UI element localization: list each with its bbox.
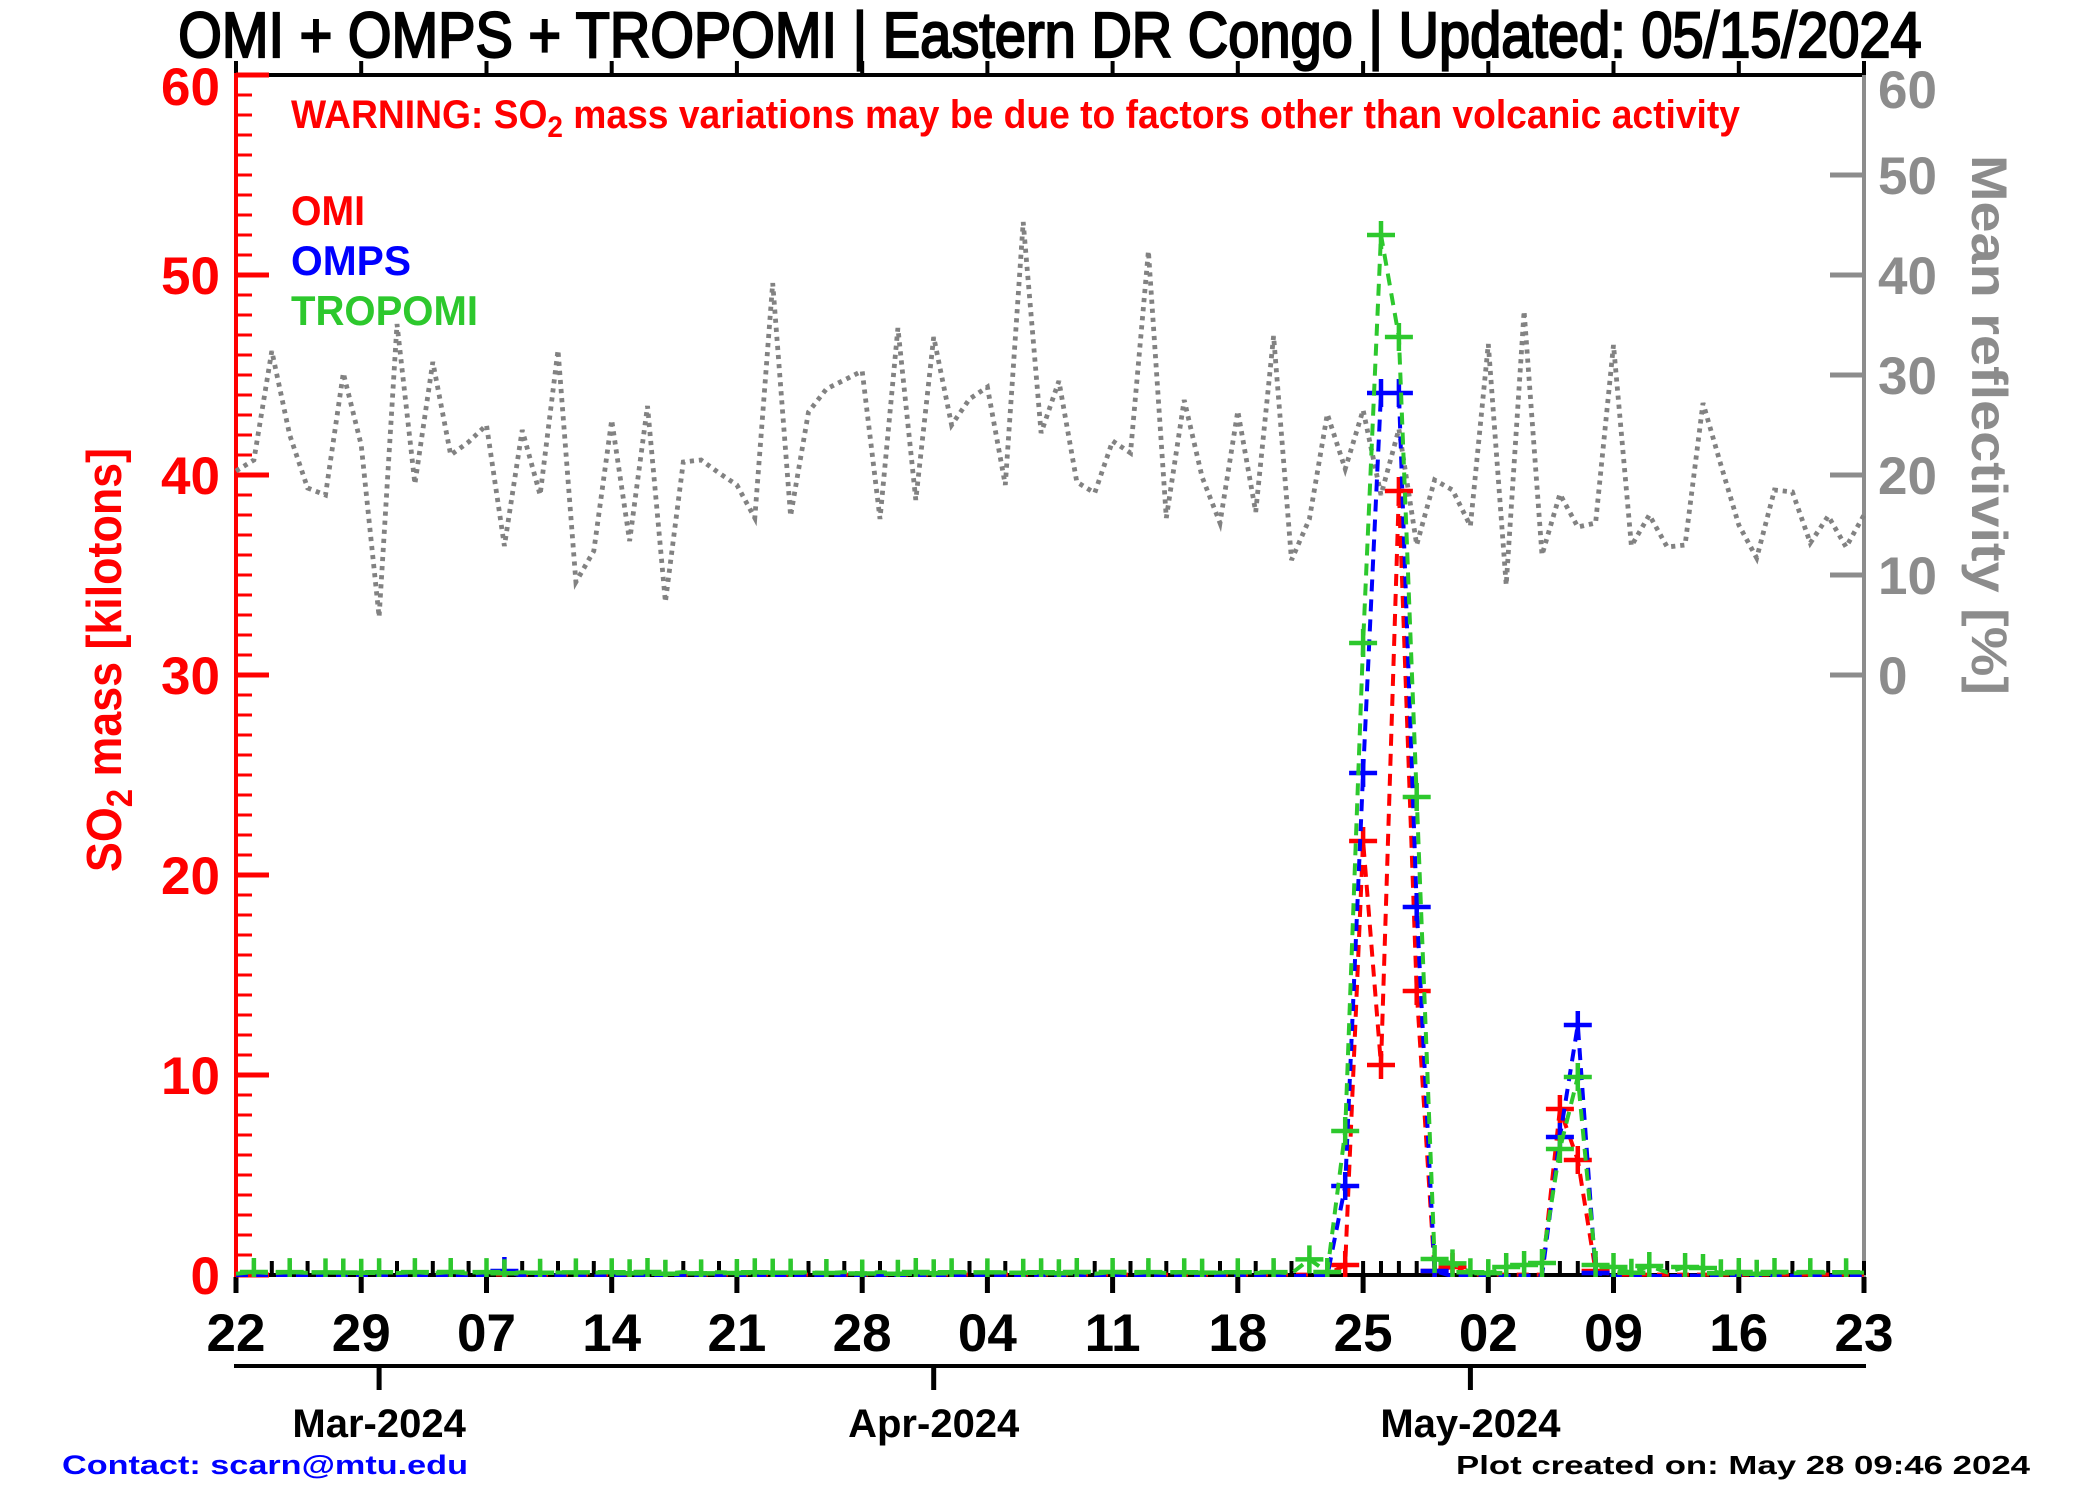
svg-text:07: 07	[457, 1304, 516, 1363]
svg-text:40: 40	[1878, 247, 1937, 306]
svg-text:10: 10	[1878, 547, 1937, 606]
svg-text:Mar-2024: Mar-2024	[292, 1402, 466, 1446]
svg-text:40: 40	[161, 447, 220, 506]
svg-text:04: 04	[958, 1304, 1017, 1363]
svg-text:60: 60	[1878, 61, 1937, 120]
svg-text:May-2024: May-2024	[1380, 1402, 1561, 1446]
svg-text:30: 30	[161, 647, 220, 706]
svg-text:Contact: scarn@mtu.edu: Contact: scarn@mtu.edu	[62, 1450, 468, 1480]
svg-text:21: 21	[707, 1304, 766, 1363]
svg-text:14: 14	[582, 1304, 641, 1363]
svg-text:16: 16	[1709, 1304, 1768, 1363]
svg-text:20: 20	[161, 847, 220, 906]
svg-text:Plot created on: May 28 09:46: Plot created on: May 28 09:46 2024	[1456, 1450, 2031, 1480]
svg-text:TROPOMI: TROPOMI	[291, 287, 478, 334]
svg-text:10: 10	[161, 1047, 220, 1106]
svg-text:23: 23	[1835, 1304, 1894, 1363]
svg-text:0: 0	[191, 1247, 220, 1306]
svg-text:OMPS: OMPS	[291, 237, 411, 284]
svg-text:60: 60	[161, 58, 220, 117]
svg-text:02: 02	[1459, 1304, 1518, 1363]
svg-text:22: 22	[207, 1304, 266, 1363]
svg-text:18: 18	[1208, 1304, 1267, 1363]
svg-text:50: 50	[1878, 147, 1937, 206]
svg-text:50: 50	[161, 247, 220, 306]
svg-text:0: 0	[1878, 647, 1907, 706]
svg-text:11: 11	[1085, 1304, 1141, 1363]
svg-text:WARNING: SO2 mass variations m: WARNING: SO2 mass variations may be due …	[291, 93, 1741, 144]
svg-text:30: 30	[1878, 347, 1937, 406]
svg-text:OMI: OMI	[291, 187, 365, 234]
svg-text:Mean reflectivity [%]: Mean reflectivity [%]	[1961, 155, 2017, 695]
svg-text:OMI + OMPS + TROPOMI | Eastern: OMI + OMPS + TROPOMI | Eastern DR Congo …	[178, 0, 1921, 71]
svg-text:09: 09	[1584, 1304, 1643, 1363]
svg-text:Apr-2024: Apr-2024	[848, 1402, 1020, 1446]
svg-text:SO2 mass [kilotons]: SO2 mass [kilotons]	[78, 448, 140, 872]
svg-text:28: 28	[833, 1304, 892, 1363]
svg-text:20: 20	[1878, 447, 1937, 506]
svg-text:25: 25	[1334, 1304, 1393, 1363]
svg-text:29: 29	[332, 1304, 391, 1363]
